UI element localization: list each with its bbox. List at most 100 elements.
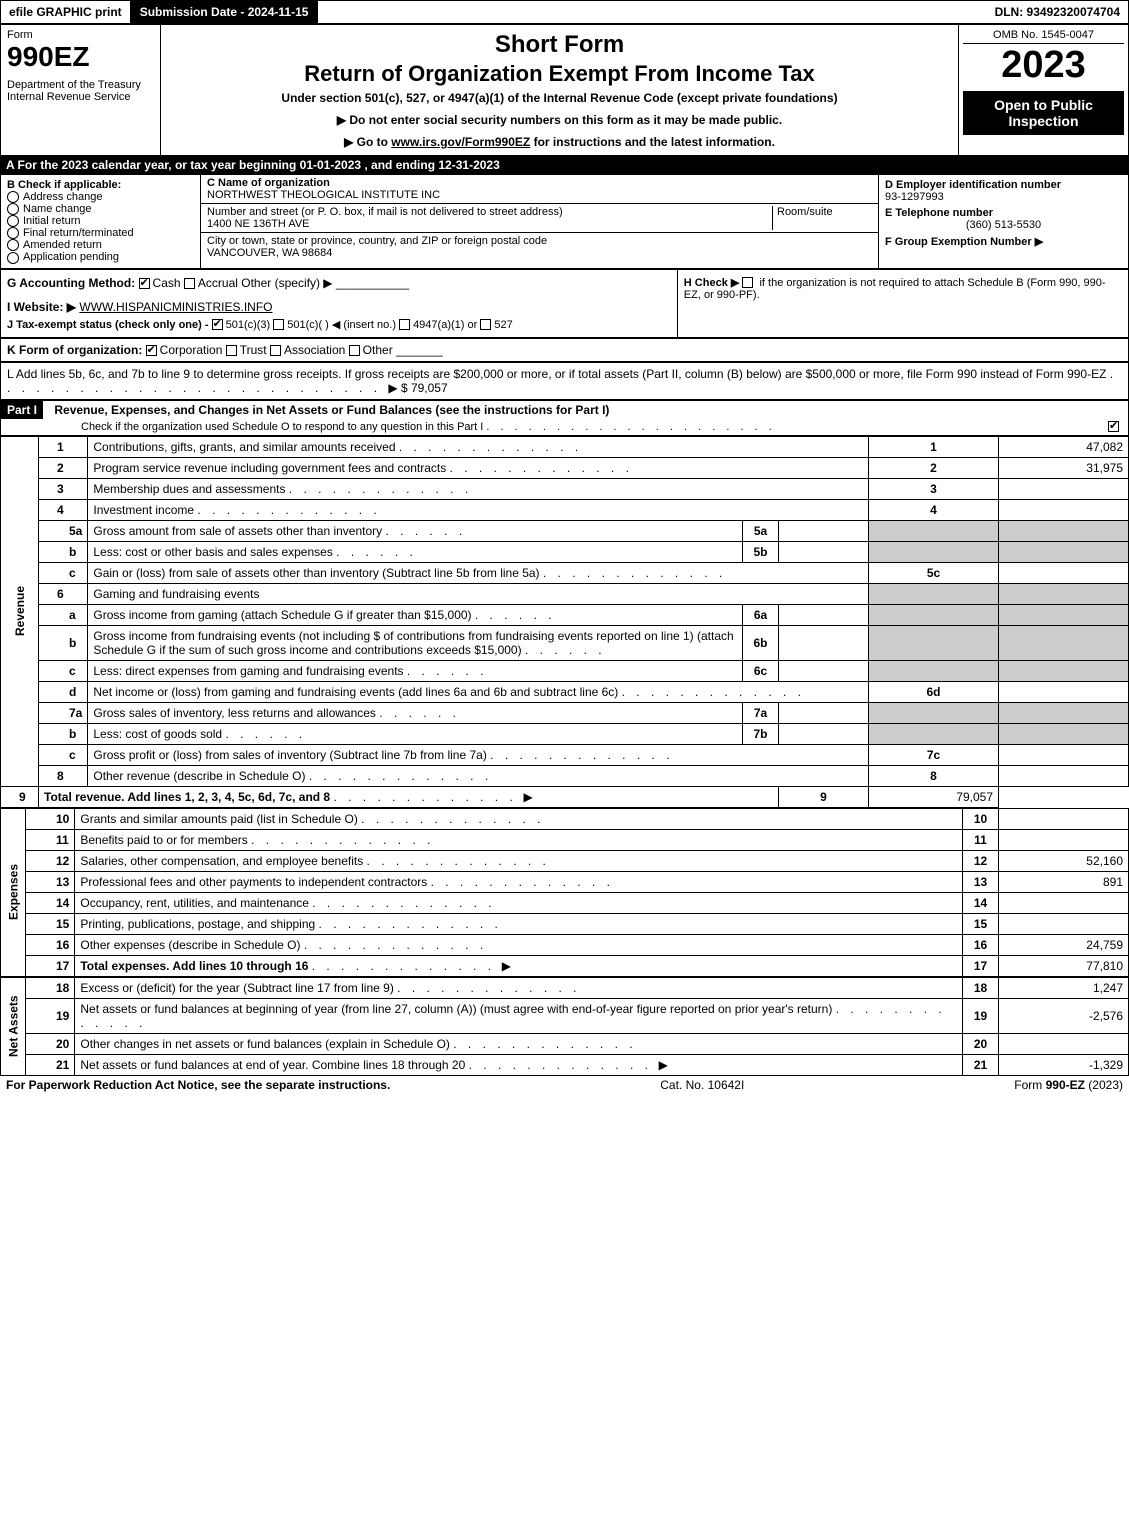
line-desc: Less: cost of goods sold . . . . . . — [88, 723, 743, 744]
l-text: L Add lines 5b, 6c, and 7b to line 9 to … — [7, 367, 1106, 381]
part1-header: Part I Revenue, Expenses, and Changes in… — [0, 400, 1129, 436]
line-amount: 52,160 — [999, 850, 1129, 871]
line-amount — [999, 604, 1129, 625]
part1-checkbox[interactable] — [1108, 421, 1119, 432]
line-box — [869, 625, 999, 660]
section-c: C Name of organization NORTHWEST THEOLOG… — [201, 175, 879, 269]
line-number: d — [39, 681, 88, 702]
line-amount — [999, 583, 1129, 604]
line-box — [869, 604, 999, 625]
form-note-2: ▶ Go to www.irs.gov/Form990EZ for instru… — [167, 135, 952, 149]
f-label: F Group Exemption Number ▶ — [885, 236, 1043, 248]
ein-value: 93-1297993 — [885, 191, 1122, 203]
k-label: K Form of organization: — [7, 343, 142, 357]
line-desc: Less: direct expenses from gaming and fu… — [88, 660, 743, 681]
footer-right-bold: 990-EZ — [1046, 1078, 1085, 1092]
inline-amount — [779, 520, 869, 541]
line-box: 10 — [963, 808, 999, 829]
inline-amount — [779, 604, 869, 625]
line-number: 14 — [26, 892, 75, 913]
open-to-public: Open to Public Inspection — [963, 91, 1124, 135]
b-checkbox[interactable] — [7, 252, 19, 264]
k-assoc-checkbox[interactable] — [270, 345, 281, 356]
line-number: 17 — [26, 955, 75, 976]
line-number: 11 — [26, 829, 75, 850]
line-number: 8 — [39, 765, 88, 786]
accrual-checkbox[interactable] — [184, 278, 195, 289]
inline-amount — [779, 541, 869, 562]
cash-label: Cash — [153, 276, 181, 290]
line-box: 18 — [963, 977, 999, 998]
part1-check-text: Check if the organization used Schedule … — [81, 421, 483, 433]
line-desc: Net assets or fund balances at beginning… — [75, 998, 963, 1033]
j-4947-checkbox[interactable] — [399, 319, 410, 330]
b-label: B Check if applicable: — [7, 179, 121, 191]
line-box — [869, 660, 999, 681]
line-number: 1 — [39, 436, 88, 457]
inline-amount — [779, 660, 869, 681]
line-desc: Total expenses. Add lines 10 through 16 … — [75, 955, 963, 976]
inline-box-label: 5b — [743, 541, 779, 562]
line-desc: Salaries, other compensation, and employ… — [75, 850, 963, 871]
b-checkbox[interactable] — [7, 215, 19, 227]
line-amount: 1,247 — [999, 977, 1129, 998]
line-box: 15 — [963, 913, 999, 934]
line-number: b — [39, 541, 88, 562]
line-desc: Gain or (loss) from sale of assets other… — [88, 562, 869, 583]
j-501c-checkbox[interactable] — [273, 319, 284, 330]
line-desc: Investment income . . . . . . . . . . . … — [88, 499, 869, 520]
irs-link[interactable]: www.irs.gov/Form990EZ — [391, 135, 530, 149]
k-trust-checkbox[interactable] — [226, 345, 237, 356]
k-other-checkbox[interactable] — [349, 345, 360, 356]
inline-amount — [779, 723, 869, 744]
cash-checkbox[interactable] — [139, 278, 150, 289]
j-opt-3: 527 — [494, 319, 512, 331]
line-desc: Gross income from fundraising events (no… — [88, 625, 743, 660]
footer-right: Form 990-EZ (2023) — [1014, 1078, 1123, 1092]
note2-pre: ▶ Go to — [344, 135, 391, 149]
j-501c3-checkbox[interactable] — [212, 319, 223, 330]
line-number: 3 — [39, 478, 88, 499]
line-desc: Grants and similar amounts paid (list in… — [75, 808, 963, 829]
header-table: Form 990EZ Department of the Treasury In… — [0, 24, 1129, 156]
line-desc: Other changes in net assets or fund bala… — [75, 1033, 963, 1054]
footer-left: For Paperwork Reduction Act Notice, see … — [6, 1078, 390, 1092]
j-527-checkbox[interactable] — [480, 319, 491, 330]
line-desc: Net assets or fund balances at end of ye… — [75, 1054, 963, 1075]
line-box: 21 — [963, 1054, 999, 1075]
expense-table: Expenses 10Grants and similar amounts pa… — [0, 808, 1129, 977]
line-number: 6 — [39, 583, 88, 604]
b-checkbox[interactable] — [7, 239, 19, 251]
form-label: Form — [7, 29, 154, 41]
d-label: D Employer identification number — [885, 179, 1061, 191]
line-desc: Other revenue (describe in Schedule O) .… — [88, 765, 869, 786]
footer-right-post: (2023) — [1085, 1078, 1123, 1092]
line-desc: Benefits paid to or for members . . . . … — [75, 829, 963, 850]
expenses-section-label: Expenses — [1, 808, 26, 976]
city-label: City or town, state or province, country… — [207, 235, 547, 247]
header-right: OMB No. 1545-0047 2023 Open to Public In… — [959, 25, 1129, 156]
line-amount — [999, 681, 1129, 702]
k-corp-checkbox[interactable] — [146, 345, 157, 356]
line-amount: 891 — [999, 871, 1129, 892]
city-value: VANCOUVER, WA 98684 — [207, 247, 332, 259]
form-number: 990EZ — [7, 41, 154, 73]
b-checkbox[interactable] — [7, 227, 19, 239]
efile-label[interactable]: efile GRAPHIC print — [1, 1, 130, 23]
section-g: G Accounting Method: Cash Accrual Other … — [1, 269, 678, 337]
footer-right-pre: Form — [1014, 1078, 1045, 1092]
line-desc: Printing, publications, postage, and shi… — [75, 913, 963, 934]
website-value[interactable]: WWW.HISPANICMINISTRIES.INFO — [79, 300, 272, 314]
b-checkbox[interactable] — [7, 191, 19, 203]
h-checkbox[interactable] — [742, 277, 753, 288]
street-value: 1400 NE 136TH AVE — [207, 218, 310, 230]
netassets-table: Net Assets 18Excess or (deficit) for the… — [0, 977, 1129, 1076]
j-opt-1: 501(c)( ) ◀ (insert no.) — [287, 319, 396, 331]
line-amount — [999, 765, 1129, 786]
k-opt-0: Corporation — [160, 343, 223, 357]
section-h: H Check ▶ if the organization is not req… — [677, 269, 1128, 337]
line-number: 5a — [39, 520, 88, 541]
line-box — [869, 583, 999, 604]
line-number: 13 — [26, 871, 75, 892]
b-checkbox[interactable] — [7, 203, 19, 215]
